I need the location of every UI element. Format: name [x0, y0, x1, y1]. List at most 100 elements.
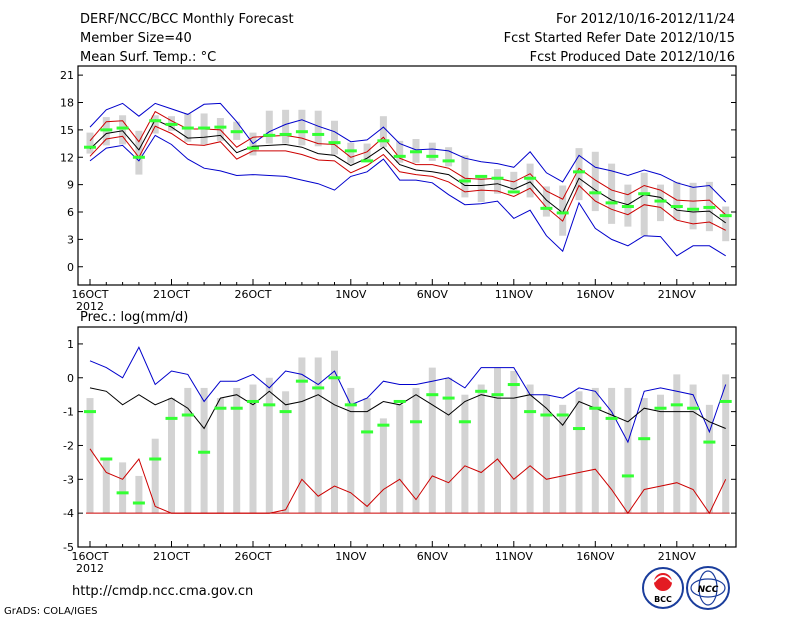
- temp-box: [657, 184, 664, 222]
- prec-median-mark: [524, 410, 537, 414]
- prec-xtick-label: 1NOV: [335, 550, 367, 563]
- prec-ytick-label: 1: [67, 338, 74, 351]
- prec-box: [461, 394, 469, 514]
- figure-title: DERF/NCC/BCC Monthly Forecast: [80, 12, 294, 27]
- prec-box: [445, 377, 453, 514]
- fcst-produced-label: Fcst Produced Date 2012/10/16: [530, 50, 735, 65]
- prec-box: [705, 404, 713, 514]
- temp-box: [396, 140, 404, 163]
- prec-box: [575, 391, 583, 514]
- temp-median-mark: [703, 205, 716, 209]
- prec-box: [282, 391, 290, 514]
- temp-median-mark: [524, 176, 537, 180]
- temp-box: [494, 169, 501, 194]
- prec-median-mark: [475, 389, 488, 393]
- temp-xtick-year: 2012: [76, 300, 104, 313]
- temp-box: [575, 148, 583, 201]
- prec-xtick-label: 16OCT: [71, 550, 108, 563]
- prec-median-mark: [312, 386, 325, 390]
- prec-median-mark: [670, 403, 683, 407]
- temp-median-mark: [100, 128, 113, 132]
- prec-median-mark: [165, 416, 178, 420]
- prec-median-mark: [638, 437, 651, 441]
- temp-median-mark: [247, 146, 259, 150]
- temp-median-mark: [573, 170, 585, 174]
- prec-median-mark: [540, 413, 553, 417]
- temp-median-mark: [279, 132, 292, 136]
- prec-box: [331, 350, 338, 514]
- prec-median-mark: [393, 399, 406, 403]
- source-url[interactable]: http://cmdp.ncc.cma.gov.cn: [72, 584, 253, 599]
- prec-xtick-label: 21OCT: [153, 550, 190, 563]
- prec-box: [591, 387, 599, 514]
- prec-median-mark: [149, 457, 162, 461]
- temp-box: [347, 142, 355, 164]
- prec-median-mark: [295, 379, 308, 383]
- prec-median-mark: [703, 440, 716, 444]
- temp-xtick-label: 21OCT: [153, 288, 190, 301]
- prec-box: [608, 387, 616, 514]
- prec-median-mark: [361, 430, 374, 434]
- temp-box: [265, 110, 273, 144]
- temp-box: [379, 116, 387, 148]
- prec-xtick-label: 21NOV: [658, 550, 697, 563]
- temp-median-mark: [165, 122, 178, 126]
- prec-median-mark: [230, 406, 243, 410]
- prec-median-mark: [491, 393, 504, 397]
- prec-median-mark: [116, 491, 129, 495]
- temp-box: [608, 163, 616, 224]
- fcst-started-label: Fcst Started Refer Date 2012/10/15: [504, 31, 735, 46]
- prec-box: [624, 387, 632, 514]
- prec-xtick-year: 2012: [76, 562, 104, 575]
- prec-median-mark: [100, 457, 113, 461]
- prec-median-mark: [426, 393, 439, 397]
- temp-median-mark: [475, 174, 488, 178]
- temp-line-mean-std: [89, 110, 727, 216]
- prec-box: [510, 371, 518, 514]
- variable-label: Mean Surf. Temp.: °C: [80, 50, 216, 65]
- prec-median-mark: [198, 450, 211, 454]
- temp-box: [331, 120, 338, 155]
- prec-median-mark: [507, 383, 520, 387]
- prec-ytick-label: 0: [67, 372, 74, 385]
- prec-median-mark: [719, 399, 732, 403]
- prec-line-ensemble-max: [89, 346, 727, 444]
- temp-median-mark: [491, 176, 504, 180]
- prec-box: [314, 357, 322, 514]
- prec-median-mark: [214, 406, 227, 410]
- prec-xtick-label: 26OCT: [234, 550, 271, 563]
- grads-credit: GrADS: COLA/IGES: [4, 606, 98, 617]
- temp-median-mark: [84, 145, 96, 149]
- temp-box: [722, 206, 730, 242]
- temp-box: [135, 130, 143, 175]
- prec-box: [477, 384, 485, 514]
- prec-median-mark: [377, 423, 390, 427]
- prec-box: [494, 367, 501, 514]
- prec-median-mark: [654, 406, 667, 410]
- prec-box: [526, 384, 534, 514]
- temp-median-mark: [687, 207, 700, 211]
- prec-box: [151, 438, 159, 514]
- temp-xtick-label: 6NOV: [417, 288, 449, 301]
- prec-box: [347, 387, 355, 514]
- prec-box: [559, 404, 567, 514]
- prec-box: [673, 374, 681, 514]
- temp-line-mean-std: [89, 125, 726, 231]
- prec-xtick-label: 6NOV: [417, 550, 449, 563]
- temp-box: [559, 185, 567, 236]
- temp-median-mark: [230, 130, 243, 134]
- temp-median-mark: [361, 159, 374, 163]
- temp-median-mark: [654, 199, 667, 203]
- temp-frame: [77, 65, 737, 286]
- temp-median-mark: [344, 149, 357, 153]
- temp-xtick-label: 16NOV: [576, 288, 615, 301]
- temp-median-mark: [198, 126, 211, 130]
- member-size-label: Member Size=40: [80, 31, 192, 46]
- prec-median-mark: [328, 376, 341, 380]
- temp-median-mark: [149, 119, 162, 123]
- temp-box: [363, 143, 371, 162]
- prec-box: [363, 398, 371, 514]
- prec-median-mark: [687, 406, 700, 410]
- temp-xtick-label: 26OCT: [234, 288, 271, 301]
